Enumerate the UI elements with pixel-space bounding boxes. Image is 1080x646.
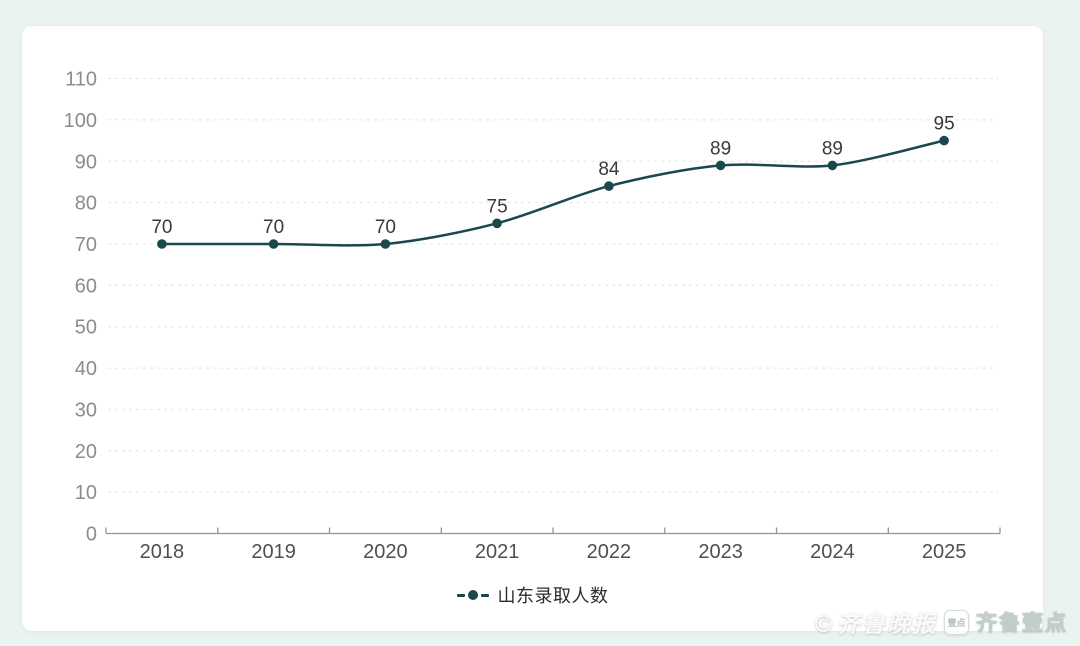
- chart-card: 0 10 20 30 40 50 60 70 80 90 100 110 2018 2019 2020 202…: [22, 26, 1043, 631]
- data-value-label: 84: [598, 159, 620, 180]
- y-tick-label: 90: [75, 151, 97, 173]
- data-value-label: 70: [151, 217, 172, 238]
- data-value-label: 89: [710, 138, 731, 159]
- data-point: [939, 135, 949, 146]
- data-value-label: 95: [934, 114, 955, 135]
- data-value-label: 70: [263, 217, 284, 238]
- y-tick-label: 50: [75, 317, 97, 339]
- data-point: [380, 239, 391, 249]
- legend-dot-icon: [467, 590, 478, 600]
- data-point: [827, 160, 838, 171]
- data-point: [492, 218, 502, 229]
- x-tick-label: 2021: [475, 541, 520, 563]
- y-tick-label: 0: [86, 524, 97, 546]
- y-tick-label: 30: [75, 399, 97, 421]
- legend-line-marker-icon: [456, 590, 489, 600]
- data-point: [157, 239, 167, 249]
- watermark: ©齐鲁晚报 壹点 齐鲁壹点: [812, 605, 1068, 639]
- line-chart: 0 10 20 30 40 50 60 70 80 90 100 110 2018 2019 2020 202…: [64, 69, 1001, 563]
- data-value-label: 89: [822, 138, 843, 159]
- series-line: [160, 139, 946, 247]
- x-tick-label: 2020: [363, 541, 408, 563]
- watermark-logo-icon: 壹点: [944, 609, 969, 635]
- y-tick-label: 100: [64, 110, 97, 132]
- y-tick-label: 70: [75, 234, 97, 256]
- legend: 山东录取人数: [22, 582, 1043, 608]
- data-point: [604, 181, 614, 191]
- x-tick-label: 2019: [251, 541, 296, 563]
- watermark-copyright-script: ©齐鲁晚报: [812, 611, 937, 638]
- x-tick-label: 2023: [698, 541, 743, 563]
- data-point: [268, 239, 279, 249]
- watermark-logo-label: 壹点: [947, 617, 966, 628]
- y-tick-label: 20: [75, 441, 97, 463]
- x-tick-label: 2018: [140, 541, 185, 563]
- x-tick-label: 2022: [587, 541, 632, 563]
- legend-dash-icon: [456, 593, 465, 597]
- legend-dash-icon: [480, 593, 489, 597]
- y-tick-label: 80: [75, 193, 97, 215]
- watermark-brand-text: 齐鲁壹点: [976, 612, 1068, 636]
- legend-label: 山东录取人数: [497, 586, 609, 606]
- x-tick-label: 2025: [922, 541, 967, 563]
- x-tick-label: 2024: [810, 541, 855, 563]
- y-tick-label: 10: [75, 482, 97, 504]
- data-value-label: 70: [375, 217, 396, 238]
- data-value-label: 75: [487, 196, 508, 217]
- data-point: [715, 160, 726, 171]
- y-tick-label: 40: [75, 358, 97, 380]
- y-tick-label: 60: [75, 275, 97, 297]
- y-tick-label: 110: [65, 69, 97, 91]
